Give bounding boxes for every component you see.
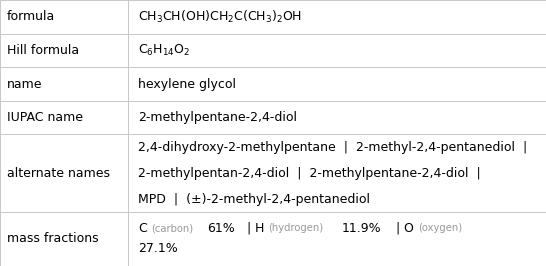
Text: Hill formula: Hill formula bbox=[7, 44, 79, 57]
Text: (hydrogen): (hydrogen) bbox=[268, 223, 323, 233]
Text: mass fractions: mass fractions bbox=[7, 232, 98, 246]
Text: |: | bbox=[246, 222, 251, 235]
Text: IUPAC name: IUPAC name bbox=[7, 111, 82, 124]
Text: 61%: 61% bbox=[207, 222, 235, 235]
Text: O: O bbox=[403, 222, 413, 235]
Text: hexylene glycol: hexylene glycol bbox=[138, 77, 236, 90]
Text: 2,4-dihydroxy-2-methylpentane  |  2-methyl-2,4-pentanediol  |: 2,4-dihydroxy-2-methylpentane | 2-methyl… bbox=[138, 141, 527, 154]
Text: 2-methylpentan-2,4-diol  |  2-methylpentane-2,4-diol  |: 2-methylpentan-2,4-diol | 2-methylpentan… bbox=[138, 167, 481, 180]
Text: H: H bbox=[254, 222, 264, 235]
Text: 2-methylpentane-2,4-diol: 2-methylpentane-2,4-diol bbox=[138, 111, 297, 124]
Text: C: C bbox=[138, 222, 147, 235]
Text: 27.1%: 27.1% bbox=[138, 242, 178, 255]
Text: alternate names: alternate names bbox=[7, 167, 110, 180]
Text: (oxygen): (oxygen) bbox=[418, 223, 462, 233]
Text: 11.9%: 11.9% bbox=[341, 222, 381, 235]
Text: name: name bbox=[7, 77, 42, 90]
Text: CH$_3$CH(OH)CH$_2$C(CH$_3$)$_2$OH: CH$_3$CH(OH)CH$_2$C(CH$_3$)$_2$OH bbox=[138, 9, 302, 25]
Text: (carbon): (carbon) bbox=[151, 223, 193, 233]
Text: MPD  |  (±)-2-methyl-2,4-pentanediol: MPD | (±)-2-methyl-2,4-pentanediol bbox=[138, 193, 370, 206]
Text: C$_6$H$_{14}$O$_2$: C$_6$H$_{14}$O$_2$ bbox=[138, 43, 191, 58]
Text: |: | bbox=[395, 222, 400, 235]
Text: formula: formula bbox=[7, 10, 55, 23]
